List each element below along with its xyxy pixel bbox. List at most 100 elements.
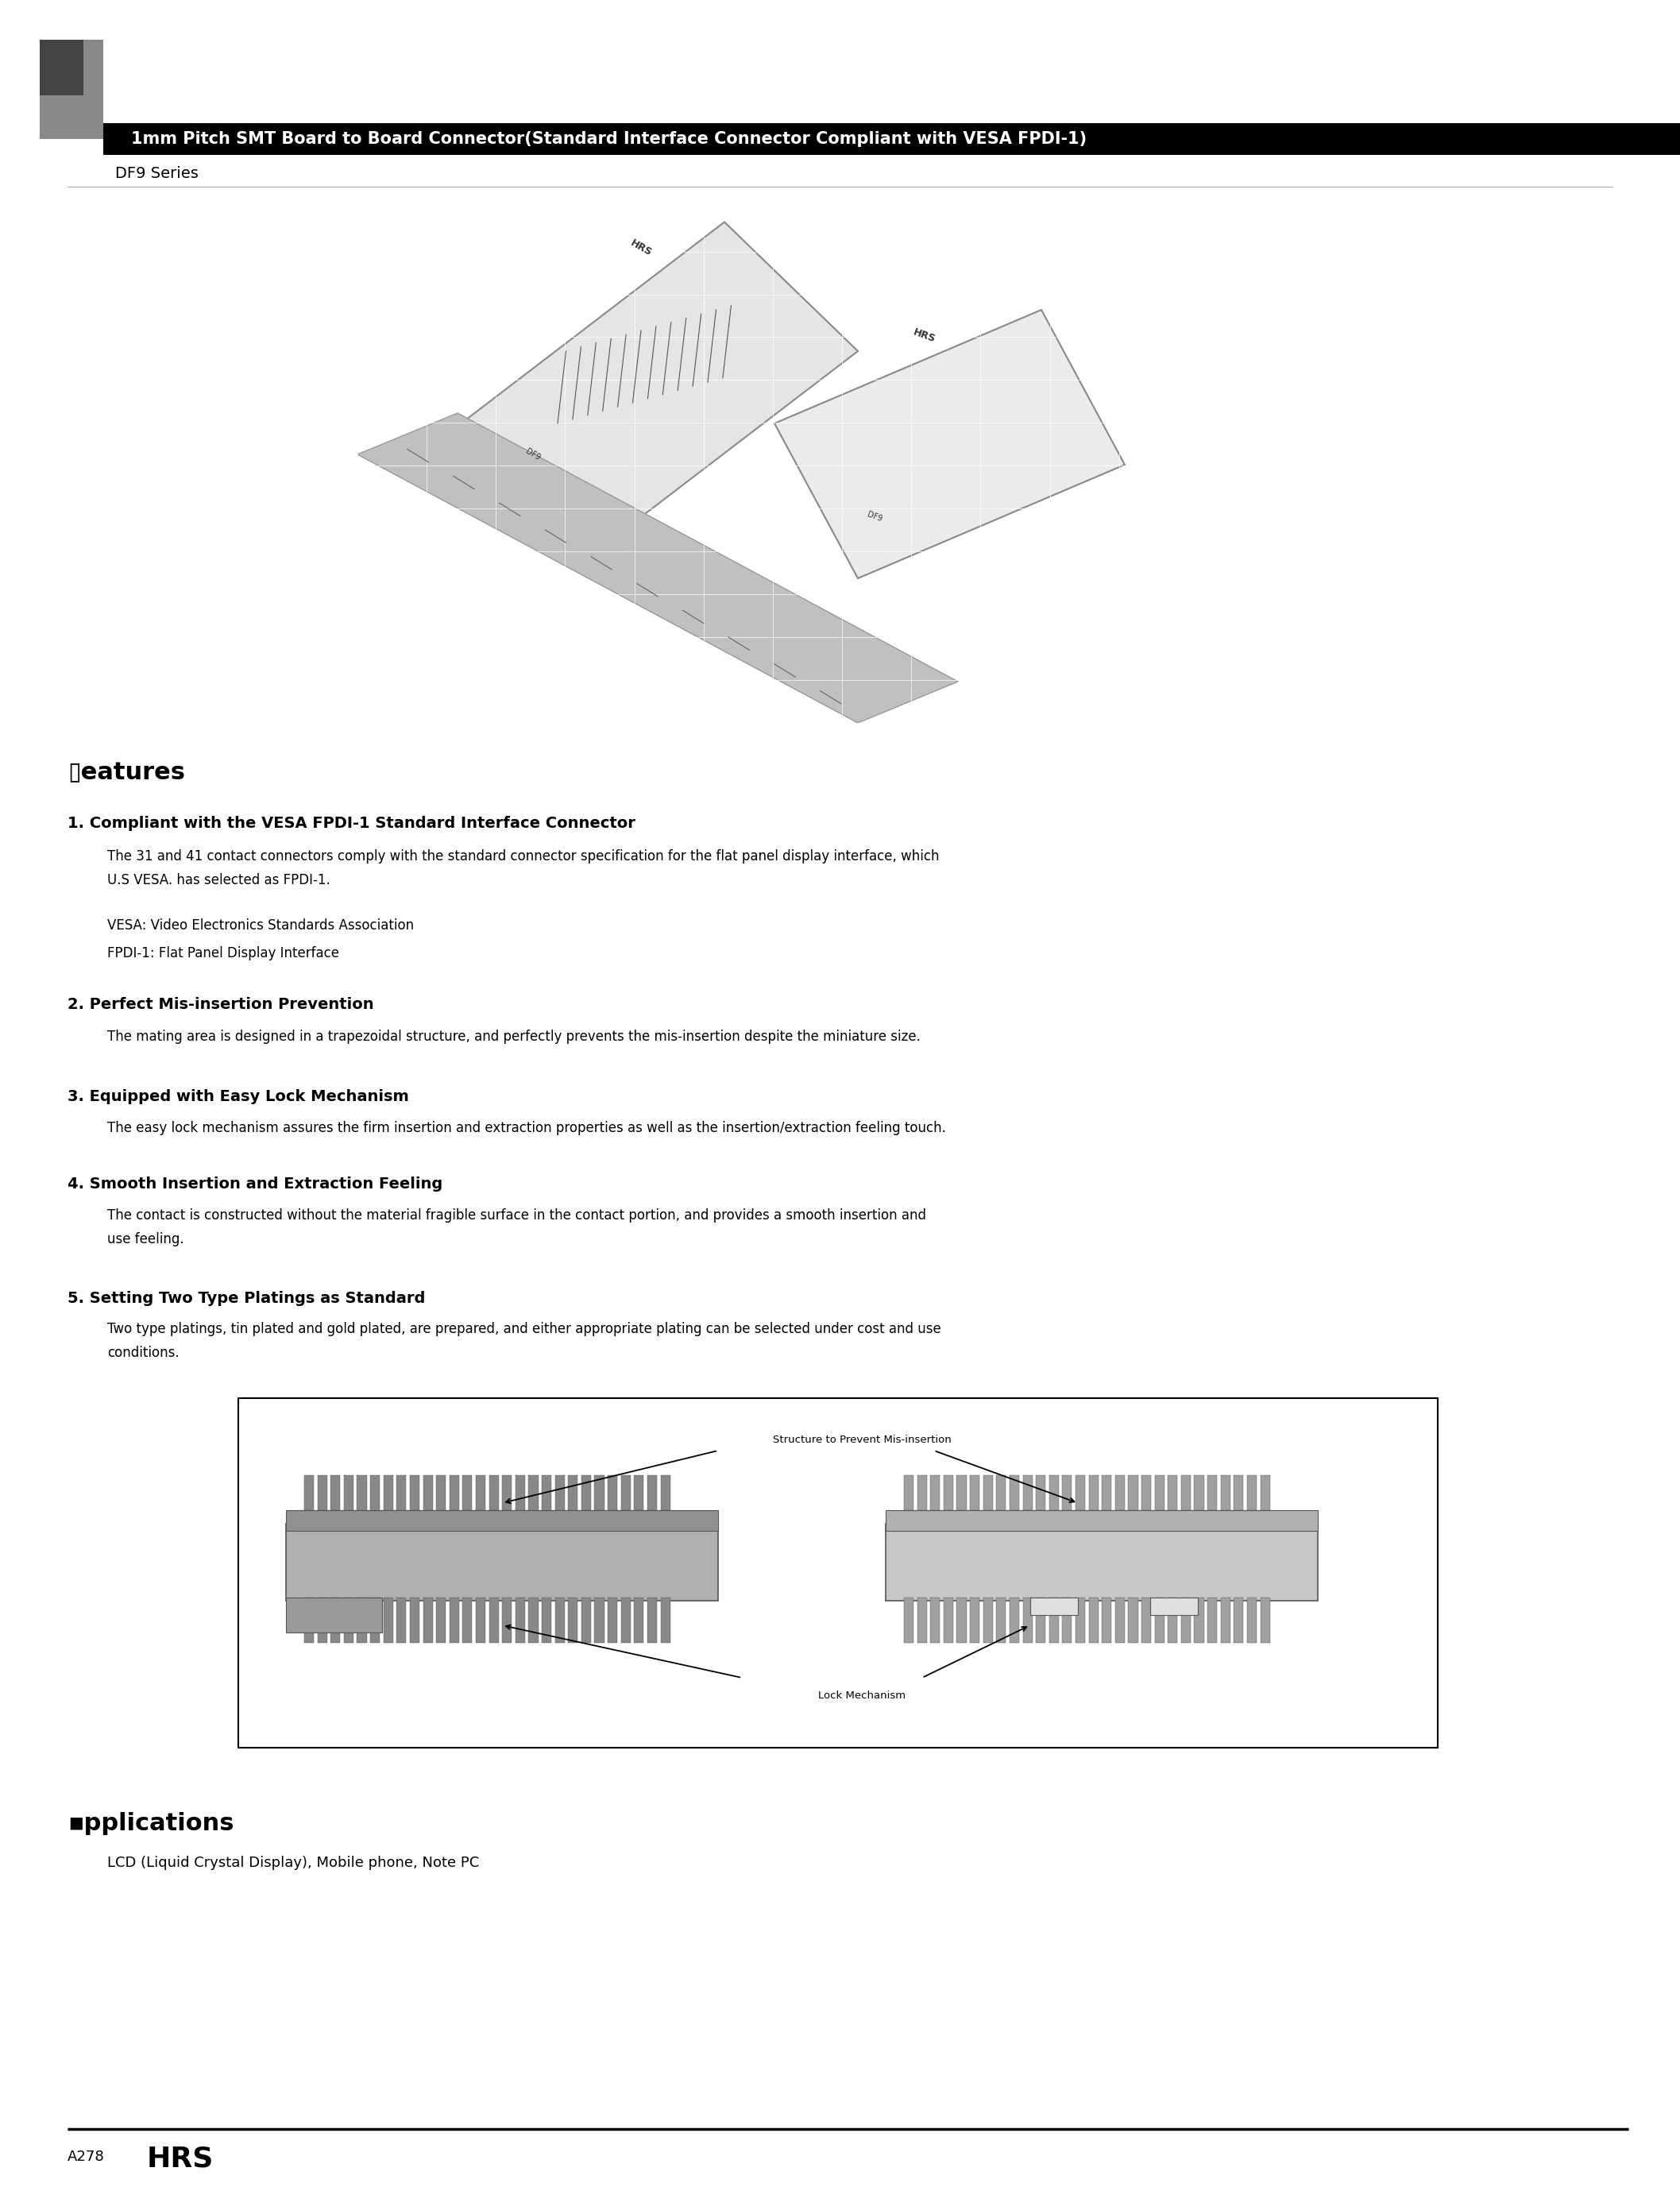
Bar <box>1129 1474 1137 1509</box>
Bar <box>304 1474 314 1509</box>
Text: 2. Perfect Mis-insertion Prevention: 2. Perfect Mis-insertion Prevention <box>67 997 375 1013</box>
Bar <box>956 1474 966 1509</box>
Bar <box>917 1597 927 1642</box>
Bar <box>358 1597 366 1642</box>
Bar <box>996 1597 1006 1642</box>
Bar <box>1010 1474 1020 1509</box>
Bar <box>102 122 1680 155</box>
Bar <box>595 1597 605 1642</box>
Text: 1. Compliant with the VESA FPDI-1 Standard Interface Connector: 1. Compliant with the VESA FPDI-1 Standa… <box>67 816 635 831</box>
Bar <box>1154 1597 1164 1642</box>
Bar <box>1116 1597 1124 1642</box>
Bar <box>633 1597 643 1642</box>
Bar <box>1233 1597 1243 1642</box>
Bar <box>475 1474 486 1509</box>
Text: FPDI-1: Flat Panel Display Interface: FPDI-1: Flat Panel Display Interface <box>108 947 339 960</box>
Bar <box>931 1597 941 1642</box>
Text: use feeling.: use feeling. <box>108 1231 185 1247</box>
Bar <box>885 1524 1317 1601</box>
Bar <box>489 1597 499 1642</box>
Bar <box>1089 1474 1099 1509</box>
Bar <box>1141 1474 1151 1509</box>
Bar <box>1062 1474 1072 1509</box>
Bar <box>1260 1597 1270 1642</box>
Bar <box>595 1474 605 1509</box>
Text: DF9 Series: DF9 Series <box>116 166 198 182</box>
Bar <box>1208 1474 1216 1509</box>
Bar <box>286 1597 383 1632</box>
Text: 4. Smooth Insertion and Extraction Feeling: 4. Smooth Insertion and Extraction Feeli… <box>67 1177 442 1192</box>
Bar <box>396 1474 407 1509</box>
Bar <box>1221 1474 1230 1509</box>
Bar <box>633 1474 643 1509</box>
Bar <box>383 1597 393 1642</box>
Bar <box>554 1474 564 1509</box>
Text: Structure to Prevent Mis-insertion: Structure to Prevent Mis-insertion <box>773 1435 951 1446</box>
Bar <box>331 1597 341 1642</box>
Bar <box>1023 1597 1032 1642</box>
Bar <box>568 1474 578 1509</box>
Bar <box>396 1597 407 1642</box>
Bar <box>331 1474 341 1509</box>
Bar <box>1075 1474 1085 1509</box>
Bar <box>1129 1597 1137 1642</box>
Bar <box>462 1597 472 1642</box>
Text: DF9: DF9 <box>865 510 884 523</box>
Bar <box>608 1474 617 1509</box>
Bar <box>608 1597 617 1642</box>
Text: HRS: HRS <box>912 326 937 343</box>
Bar <box>969 1597 979 1642</box>
Bar <box>423 1597 433 1642</box>
Text: HRS: HRS <box>628 238 654 258</box>
Bar <box>1010 1597 1020 1642</box>
Bar <box>1260 1474 1270 1509</box>
Bar <box>1048 1474 1058 1509</box>
Bar <box>1233 1474 1243 1509</box>
Text: Lock Mechanism: Lock Mechanism <box>818 1691 906 1701</box>
Bar <box>944 1474 953 1509</box>
Bar <box>516 1597 524 1642</box>
Bar <box>956 1597 966 1642</box>
Bar <box>581 1474 591 1509</box>
Text: conditions.: conditions. <box>108 1345 180 1360</box>
Bar <box>1037 1474 1045 1509</box>
Text: The 31 and 41 contact connectors comply with the standard connector specificatio: The 31 and 41 contact connectors comply … <box>108 849 939 864</box>
Bar <box>239 1397 1438 1747</box>
Bar <box>983 1474 993 1509</box>
Bar <box>40 39 84 96</box>
Bar <box>410 1597 420 1642</box>
Text: 1mm Pitch SMT Board to Board Connector(Standard Interface Connector Compliant wi: 1mm Pitch SMT Board to Board Connector(S… <box>131 131 1087 147</box>
Bar <box>1030 1597 1079 1614</box>
Bar <box>449 1597 459 1642</box>
Bar <box>622 1597 630 1642</box>
Bar <box>1181 1474 1191 1509</box>
Text: 3. Equipped with Easy Lock Mechanism: 3. Equipped with Easy Lock Mechanism <box>67 1089 408 1104</box>
Bar <box>370 1597 380 1642</box>
Bar <box>1154 1474 1164 1509</box>
Bar <box>1102 1474 1112 1509</box>
Bar <box>286 1509 717 1531</box>
Bar <box>1247 1597 1257 1642</box>
Bar <box>983 1597 993 1642</box>
Polygon shape <box>358 413 958 724</box>
Polygon shape <box>774 311 1126 577</box>
Bar <box>647 1474 657 1509</box>
Bar <box>1221 1597 1230 1642</box>
Bar <box>1089 1597 1099 1642</box>
Bar <box>904 1597 914 1642</box>
Bar <box>1149 1597 1198 1614</box>
Bar <box>554 1597 564 1642</box>
Bar <box>1062 1597 1072 1642</box>
Bar <box>437 1597 445 1642</box>
Bar <box>1141 1597 1151 1642</box>
Bar <box>1075 1597 1085 1642</box>
Bar <box>969 1474 979 1509</box>
Text: LCD (Liquid Crystal Display), Mobile phone, Note PC: LCD (Liquid Crystal Display), Mobile pho… <box>108 1857 479 1870</box>
Text: Two type platings, tin plated and gold plated, are prepared, and either appropri: Two type platings, tin plated and gold p… <box>108 1321 941 1336</box>
Bar <box>318 1474 328 1509</box>
Bar <box>410 1474 420 1509</box>
Bar <box>502 1474 512 1509</box>
Text: ▯eatures: ▯eatures <box>67 761 185 785</box>
Bar <box>358 1474 366 1509</box>
Bar <box>370 1474 380 1509</box>
